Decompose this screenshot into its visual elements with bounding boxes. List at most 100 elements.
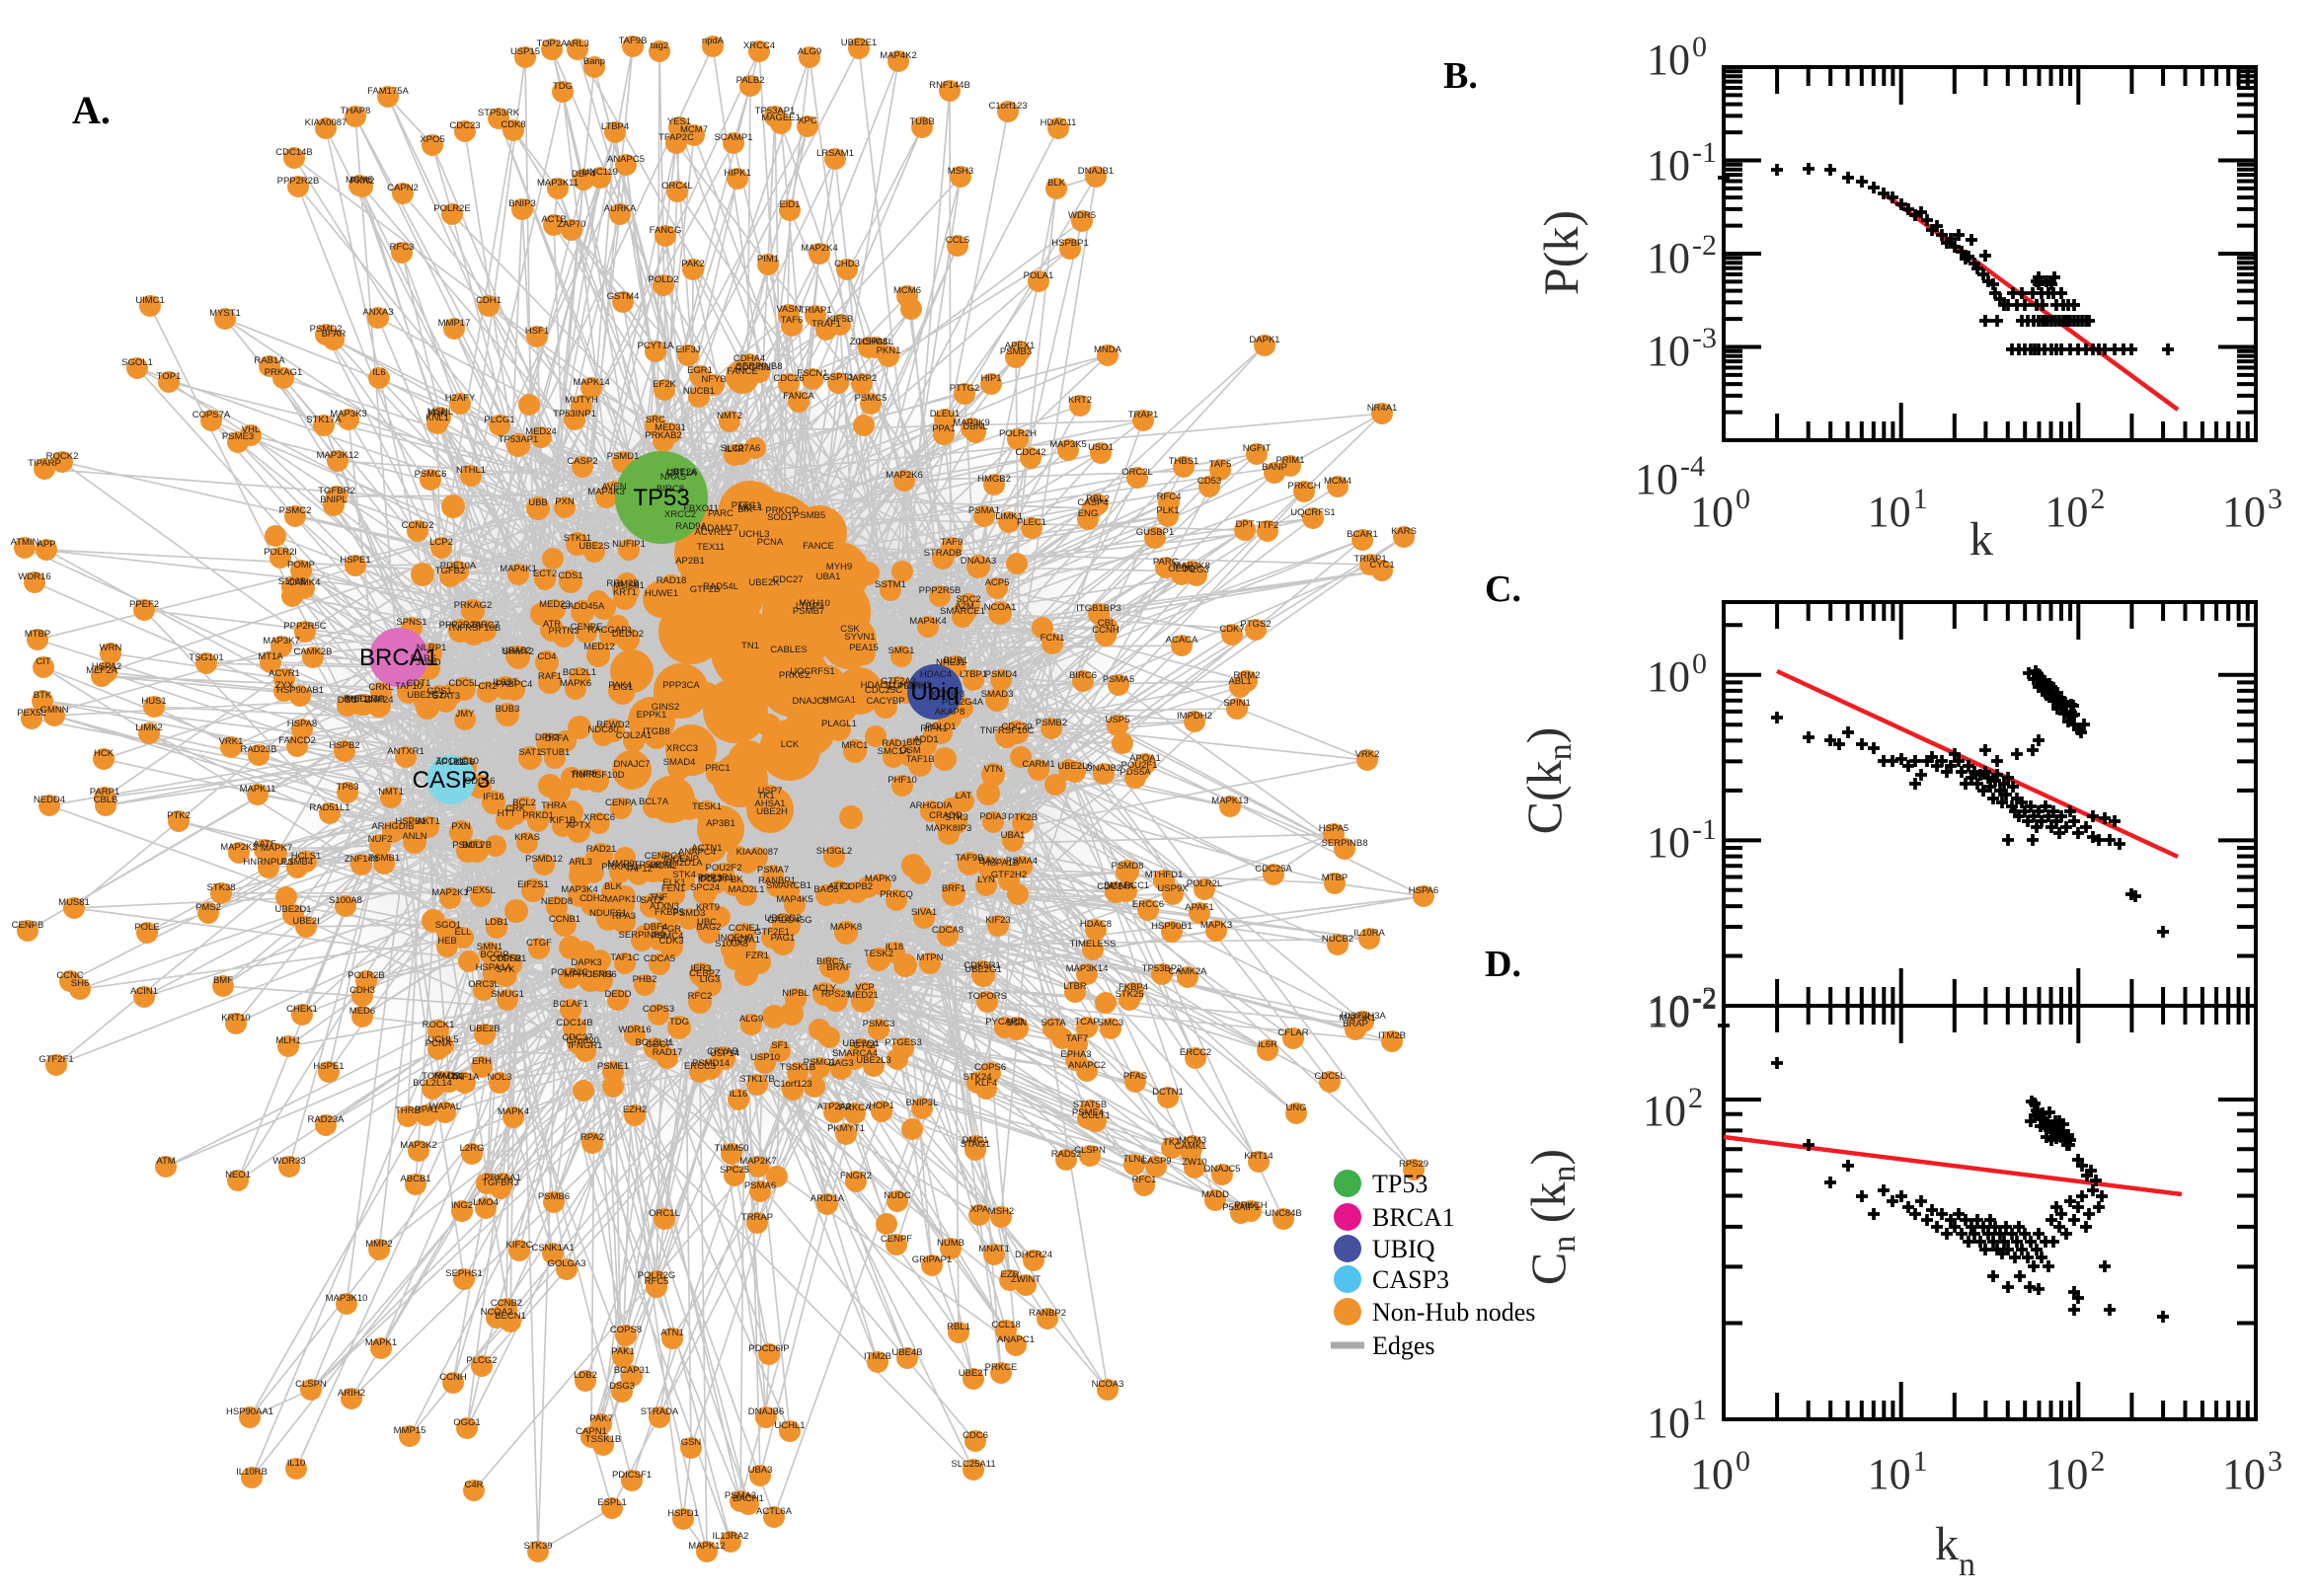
svg-text:NLRP1: NLRP1 <box>417 643 447 653</box>
svg-text:ARL3: ARL3 <box>569 857 592 868</box>
svg-text:HSP90AB1: HSP90AB1 <box>276 685 324 696</box>
svg-text:MTBP: MTBP <box>25 629 50 640</box>
svg-text:TUBB: TUBB <box>909 116 934 127</box>
svg-text:PPP2R2B: PPP2R2B <box>277 176 320 187</box>
svg-text:MAP2K3: MAP2K3 <box>220 842 258 853</box>
svg-text:HSP90B1: HSP90B1 <box>1151 921 1193 932</box>
svg-text:POLR2I: POLR2I <box>264 547 297 558</box>
svg-text:GTF2H2: GTF2H2 <box>991 870 1027 880</box>
svg-text:PTTG2: PTTG2 <box>950 383 980 394</box>
svg-text:SAT1: SAT1 <box>518 747 541 758</box>
svg-text:CDC23: CDC23 <box>449 120 480 131</box>
svg-text:ARID1A: ARID1A <box>811 1193 845 1204</box>
svg-text:PEA15: PEA15 <box>849 643 879 653</box>
svg-text:UBE2G1: UBE2G1 <box>965 964 1002 975</box>
svg-text:PTTG1: PTTG1 <box>732 500 762 511</box>
svg-text:ERCC6: ERCC6 <box>1132 899 1164 910</box>
svg-text:EGR1: EGR1 <box>687 365 713 376</box>
svg-text:TDG: TDG <box>669 1017 689 1027</box>
svg-text:STK17A: STK17A <box>306 415 342 425</box>
svg-text:3: 3 <box>2268 483 2282 515</box>
svg-text:USP14: USP14 <box>710 1048 739 1059</box>
svg-text:MAPK4: MAPK4 <box>498 1106 529 1117</box>
svg-text:PRKAG1: PRKAG1 <box>265 367 303 378</box>
svg-text:ORC4L: ORC4L <box>661 181 693 191</box>
svg-text:USO1: USO1 <box>1088 442 1114 453</box>
svg-text:VHL: VHL <box>242 424 260 435</box>
svg-text:BTK: BTK <box>34 690 52 701</box>
svg-text:PTGES3: PTGES3 <box>885 1037 922 1048</box>
svg-text:RAD17: RAD17 <box>653 1047 683 1058</box>
svg-text:KIF2C: KIF2C <box>506 1240 533 1251</box>
svg-text:UBA1: UBA1 <box>1001 830 1026 841</box>
svg-text:RNF144B: RNF144B <box>929 80 970 91</box>
svg-text:BCL7B: BCL7B <box>462 840 492 851</box>
svg-text:BGN: BGN <box>1007 1018 1028 1028</box>
svg-text:BAG2: BAG2 <box>696 922 721 933</box>
svg-text:DBF4: DBF4 <box>644 922 667 933</box>
svg-text:STK38: STK38 <box>206 882 235 893</box>
svg-text:MAP2K7: MAP2K7 <box>739 1156 777 1167</box>
svg-text:GMNN: GMNN <box>39 705 68 716</box>
svg-text:KRT10: KRT10 <box>221 1013 250 1024</box>
svg-text:FCN1: FCN1 <box>1041 633 1065 644</box>
svg-text:XRCC6: XRCC6 <box>583 812 615 823</box>
svg-text:KARS: KARS <box>1391 526 1417 537</box>
svg-text:SSTM1: SSTM1 <box>875 579 906 590</box>
svg-text:CENPA: CENPA <box>605 798 638 808</box>
svg-text:SPIN1: SPIN1 <box>1223 698 1250 709</box>
svg-text:UBB: UBB <box>528 497 548 508</box>
svg-text:BRCA1: BRCA1 <box>359 645 438 671</box>
svg-text:0: 0 <box>1692 31 1707 63</box>
svg-text:PCNA: PCNA <box>757 537 784 548</box>
svg-text:IL4R: IL4R <box>725 444 744 455</box>
svg-text:HDAC11: HDAC11 <box>1041 117 1077 128</box>
svg-text:ACTL6A: ACTL6A <box>756 1506 793 1517</box>
svg-text:NR4A1: NR4A1 <box>1367 403 1398 414</box>
svg-text:Banp: Banp <box>583 56 605 67</box>
svg-text:CDK7: CDK7 <box>1219 624 1244 635</box>
svg-text:ORC2L: ORC2L <box>1121 467 1153 478</box>
svg-text:CAPN2: CAPN2 <box>387 183 419 193</box>
svg-text:POLA1: POLA1 <box>1024 270 1054 281</box>
svg-text:MYH10: MYH10 <box>799 598 830 609</box>
svg-text:PKMYT1: PKMYT1 <box>827 1123 865 1134</box>
svg-text:MMP9: MMP9 <box>607 859 634 870</box>
svg-text:MUS81: MUS81 <box>58 897 90 908</box>
svg-text:FEN1: FEN1 <box>661 883 685 894</box>
svg-text:CDT1: CDT1 <box>407 678 431 689</box>
svg-text:MAP4K2: MAP4K2 <box>880 50 917 61</box>
svg-text:CASP3: CASP3 <box>1372 1265 1449 1294</box>
svg-text:WDR33: WDR33 <box>272 1156 305 1167</box>
svg-text:PPP2R5C: PPP2R5C <box>283 621 326 632</box>
svg-text:ZNF24: ZNF24 <box>364 695 393 706</box>
svg-text:LTBP3: LTBP3 <box>796 601 823 612</box>
svg-text:PRKCE: PRKCE <box>985 1362 1018 1373</box>
svg-text:RFC3: RFC3 <box>390 242 415 253</box>
svg-text:ING2: ING2 <box>451 1200 473 1211</box>
svg-text:MED12: MED12 <box>583 642 615 652</box>
svg-text:ACP5: ACP5 <box>985 577 1010 588</box>
svg-text:IL10RA: IL10RA <box>1353 928 1385 939</box>
svg-text:ACTB: ACTB <box>541 214 566 225</box>
svg-text:L2RG: L2RG <box>460 1143 485 1154</box>
svg-text:EZH2: EZH2 <box>623 1104 647 1115</box>
svg-text:UNC84B: UNC84B <box>1265 1208 1302 1219</box>
svg-text:TK1: TK1 <box>757 791 774 801</box>
svg-text:MED21: MED21 <box>847 990 879 1001</box>
svg-text:PABPC4: PABPC4 <box>497 679 533 690</box>
svg-text:CDC14A: CDC14A <box>1097 881 1134 892</box>
svg-text:ESPL1: ESPL1 <box>597 1497 627 1508</box>
svg-text:POLD2: POLD2 <box>648 274 678 285</box>
svg-text:KRAS: KRAS <box>514 832 540 843</box>
svg-text:3: 3 <box>2268 1445 2282 1478</box>
svg-text:UCHL3: UCHL3 <box>738 529 769 540</box>
svg-text:ZAP70: ZAP70 <box>557 219 585 230</box>
svg-text:TN1: TN1 <box>741 641 759 651</box>
svg-text:PBK: PBK <box>724 874 743 885</box>
svg-text:TRIAP1: TRIAP1 <box>1353 554 1386 565</box>
svg-text:POLD1: POLD1 <box>925 722 956 732</box>
svg-text:EPPK1: EPPK1 <box>637 710 667 721</box>
svg-text:DAPK3: DAPK3 <box>571 957 601 968</box>
svg-text:RPA2: RPA2 <box>580 1132 604 1143</box>
